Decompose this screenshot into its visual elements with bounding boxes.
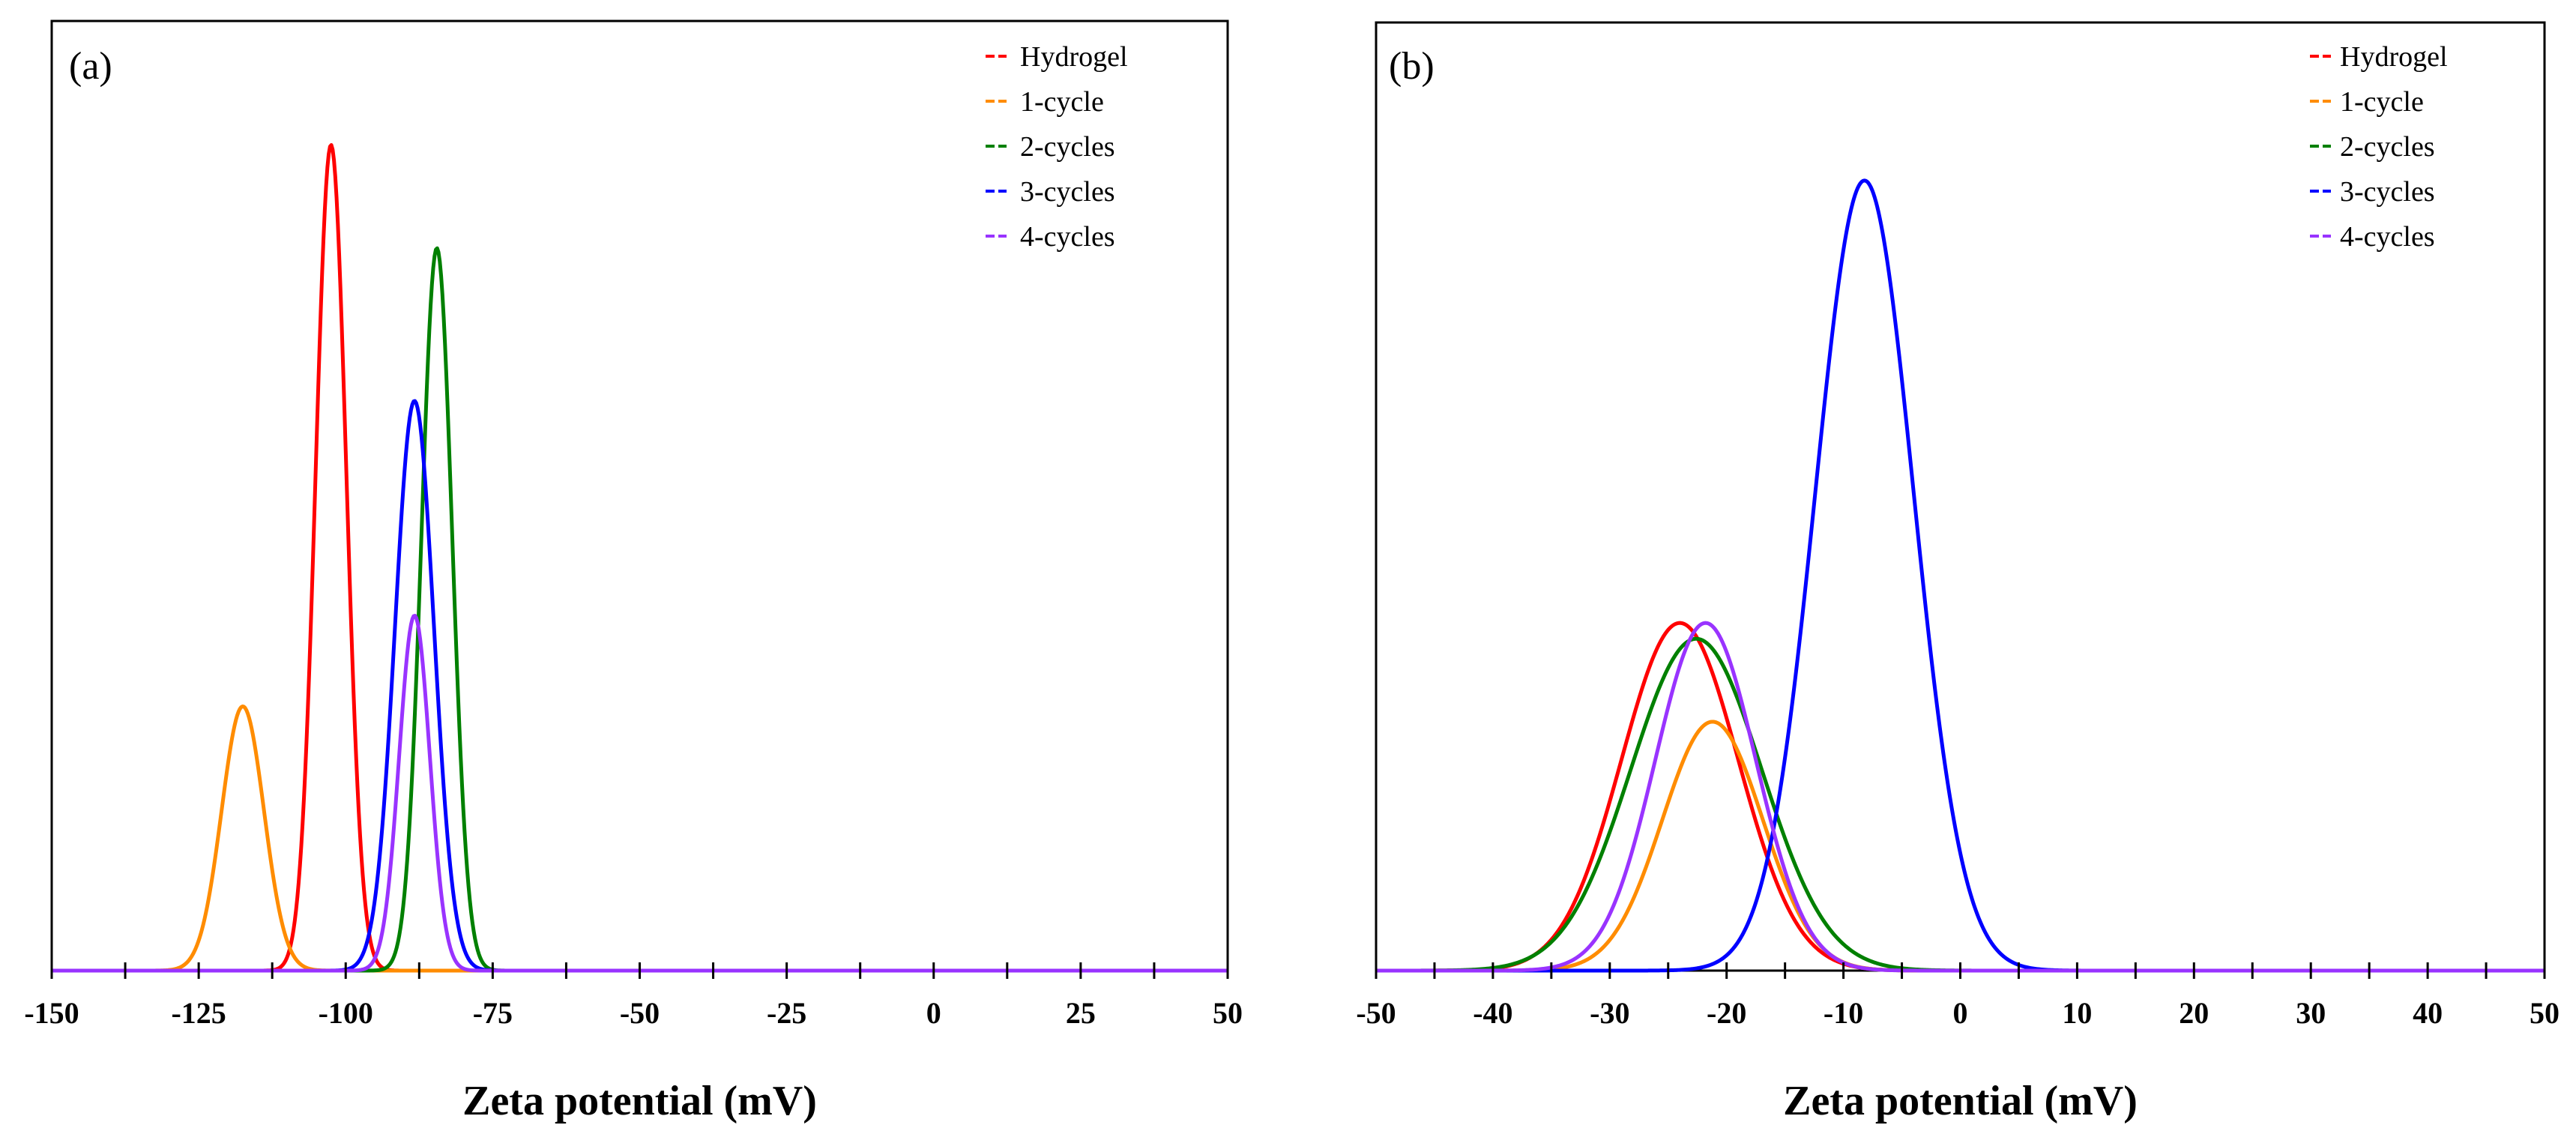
legend-label: 4-cycles: [1020, 221, 1115, 253]
x-tick-label: -30: [1590, 996, 1629, 1030]
legend-label: 3-cycles: [2340, 176, 2435, 208]
legend-label: 3-cycles: [1020, 176, 1115, 208]
x-tick-label: -10: [1824, 996, 1863, 1030]
x-tick-label: 20: [2179, 996, 2209, 1030]
x-tick-label: 25: [1066, 996, 1096, 1030]
x-tick-label: -75: [473, 996, 513, 1030]
legend-label: Hydrogel: [2340, 41, 2448, 73]
x-tick-label: -50: [620, 996, 660, 1030]
x-tick-label: 30: [2296, 996, 2326, 1030]
x-axis-ticks: [1375, 962, 2546, 979]
legend-label: 1-cycle: [2340, 86, 2424, 118]
x-tick-label: -50: [1356, 996, 1396, 1030]
legend-label: 4-cycles: [2340, 221, 2435, 253]
legend-label: 1-cycle: [1020, 86, 1104, 118]
x-tick-label: -20: [1707, 996, 1746, 1030]
legend-label: 2-cycles: [1020, 131, 1115, 163]
x-tick-label: 50: [2530, 996, 2560, 1030]
x-tick-label: -150: [24, 996, 79, 1030]
x-tick-label: 0: [1953, 996, 1968, 1030]
x-tick-label: 40: [2413, 996, 2443, 1030]
x-tick-label: -100: [319, 996, 373, 1030]
x-tick-label: -125: [171, 996, 226, 1030]
x-tick-label: -25: [767, 996, 806, 1030]
x-tick-label: 0: [926, 996, 941, 1030]
x-axis-title: Zeta potential (mV): [462, 1078, 817, 1124]
x-axis-title: Zeta potential (mV): [1783, 1078, 2138, 1124]
legend-label: Hydrogel: [1020, 41, 1128, 73]
x-tick-label: 50: [1213, 996, 1243, 1030]
panel-label: (b): [1389, 45, 1435, 88]
panel-a: -150 -125 -100 -75 -50 -25 0 25 50 Zeta potential…: [24, 19, 1243, 1124]
x-axis-ticks: [50, 962, 1229, 979]
legend: Hydrogel 1-cycle 2-cycles 3-cycles 4-cycles: [986, 41, 1128, 253]
legend: Hydrogel 1-cycle 2-cycles 3-cycles 4-cycles: [2310, 41, 2448, 253]
legend-label: 2-cycles: [2340, 131, 2435, 163]
x-tick-label: -40: [1473, 996, 1512, 1030]
x-tick-label: 10: [2062, 996, 2092, 1030]
x-tick-labels: -50 -40 -30 -20 -10 0 10 20 30 40 50: [1356, 996, 2560, 1030]
x-tick-labels: -150 -125 -100 -75 -50 -25 0 25 50: [24, 996, 1243, 1030]
panel-b: -50 -40 -30 -20 -10 0 10 20 30 40 50 Zeta potential…: [1356, 21, 2560, 1124]
panel-label: (a): [69, 45, 112, 88]
